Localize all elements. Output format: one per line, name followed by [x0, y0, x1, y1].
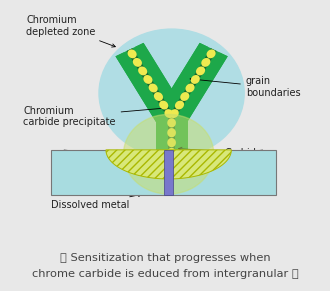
Polygon shape — [191, 75, 200, 84]
Polygon shape — [167, 128, 176, 137]
Polygon shape — [157, 43, 208, 115]
Polygon shape — [177, 52, 228, 125]
Polygon shape — [148, 84, 158, 93]
Text: （ Sensitization that progresses when: （ Sensitization that progresses when — [60, 253, 270, 262]
Polygon shape — [167, 118, 176, 127]
Polygon shape — [169, 48, 216, 119]
Polygon shape — [164, 109, 174, 118]
Polygon shape — [128, 49, 137, 58]
Polygon shape — [106, 150, 231, 179]
Polygon shape — [135, 43, 186, 115]
Polygon shape — [167, 148, 176, 157]
Text: Chromium
carbide precipitate: Chromium carbide precipitate — [23, 106, 166, 127]
Circle shape — [123, 114, 214, 194]
Polygon shape — [168, 118, 175, 167]
Text: Carbide: Carbide — [179, 147, 262, 158]
Polygon shape — [201, 58, 211, 67]
Circle shape — [99, 29, 244, 157]
Bar — [164, 150, 173, 195]
Polygon shape — [167, 138, 176, 147]
Text: Chromium
depleted zone: Chromium depleted zone — [26, 15, 115, 47]
Polygon shape — [207, 49, 215, 58]
Polygon shape — [127, 48, 175, 119]
Polygon shape — [159, 101, 168, 109]
Polygon shape — [133, 58, 142, 67]
Text: chrome carbide is educed from intergranular ）: chrome carbide is educed from intergranu… — [32, 269, 298, 278]
Text: Grain: Grain — [240, 168, 268, 178]
Bar — [51, 150, 276, 195]
Polygon shape — [170, 109, 179, 118]
Polygon shape — [138, 66, 147, 75]
Polygon shape — [115, 52, 166, 125]
Polygon shape — [156, 118, 165, 167]
Polygon shape — [156, 118, 187, 167]
Polygon shape — [180, 92, 189, 101]
Polygon shape — [154, 92, 163, 101]
Polygon shape — [178, 118, 187, 167]
Polygon shape — [167, 158, 176, 167]
Polygon shape — [185, 84, 195, 93]
Text: Dissolved metal: Dissolved metal — [51, 193, 142, 210]
Polygon shape — [157, 43, 228, 125]
Polygon shape — [175, 101, 184, 109]
Text: Grain: Grain — [60, 168, 88, 178]
Text: grain
boundaries: grain boundaries — [190, 77, 301, 98]
Polygon shape — [143, 75, 152, 84]
Polygon shape — [196, 66, 205, 75]
Polygon shape — [115, 43, 186, 125]
